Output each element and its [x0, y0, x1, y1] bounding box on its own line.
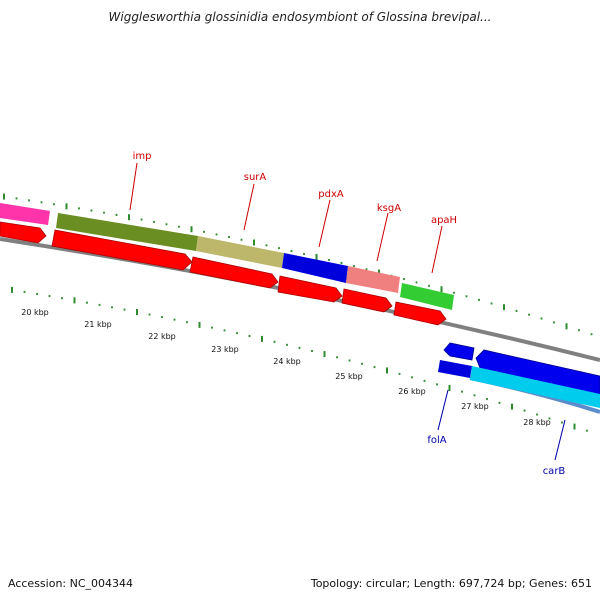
cds-arrow-reverse[interactable] [443, 342, 475, 361]
feature-block-salmon[interactable] [346, 266, 400, 293]
feature-block-cyan[interactable] [470, 366, 600, 408]
forward-cds-row [0, 221, 447, 326]
feature-block-green[interactable] [400, 283, 454, 310]
kbp-label: 26 kbp [398, 387, 426, 396]
kbp-axis-labels: 20 kbp 21 kbp 22 kbp 23 kbp 24 kbp 25 kb… [21, 308, 551, 427]
upper-scale-ticks [3, 193, 593, 336]
kbp-label: 22 kbp [148, 332, 176, 341]
feature-block-pink[interactable] [0, 203, 50, 225]
gene-label-surA[interactable]: surA [244, 172, 267, 183]
feature-row-upper [0, 203, 454, 310]
gene-label-ksgA[interactable]: ksgA [377, 203, 401, 214]
accession-text: Accession: NC_004344 [8, 577, 134, 590]
feature-block-blue[interactable] [282, 253, 348, 283]
feature-block-khaki[interactable] [196, 236, 284, 268]
gene-label-carB[interactable]: carB [543, 466, 566, 477]
gene-label-folA[interactable]: folA [427, 435, 446, 446]
cds-arrow[interactable] [341, 288, 393, 313]
gene-label-pdxA[interactable]: pdxA [318, 189, 344, 200]
kbp-label: 21 kbp [84, 320, 112, 329]
cds-arrow-reverse[interactable] [475, 349, 600, 397]
genome-title: Wigglesworthia glossinidia endosymbiont … [108, 10, 492, 24]
kbp-label: 23 kbp [211, 345, 239, 354]
cds-arrow[interactable] [51, 229, 193, 271]
cds-arrow[interactable] [0, 221, 47, 244]
gene-label-imp[interactable]: imp [133, 151, 152, 162]
feature-block-olive[interactable] [56, 213, 198, 251]
kbp-label: 24 kbp [273, 357, 301, 366]
cds-arrow[interactable] [189, 256, 279, 289]
gene-label-apaH[interactable]: apaH [431, 215, 457, 226]
lower-scale-ticks [11, 286, 588, 432]
genome-summary-text: Topology: circular; Length: 697,724 bp; … [310, 577, 592, 590]
gene-label-leaders [129, 162, 566, 461]
gene-labels: imp surA pdxA ksgA apaH folA carB [133, 151, 566, 477]
feature-block-blue-small[interactable] [438, 360, 472, 378]
kbp-label: 28 kbp [523, 418, 551, 427]
feature-row-right [438, 342, 600, 408]
cds-arrow[interactable] [277, 275, 343, 303]
kbp-label: 27 kbp [461, 402, 489, 411]
cds-arrow[interactable] [393, 301, 447, 326]
kbp-label: 25 kbp [335, 372, 363, 381]
kbp-label: 20 kbp [21, 308, 49, 317]
